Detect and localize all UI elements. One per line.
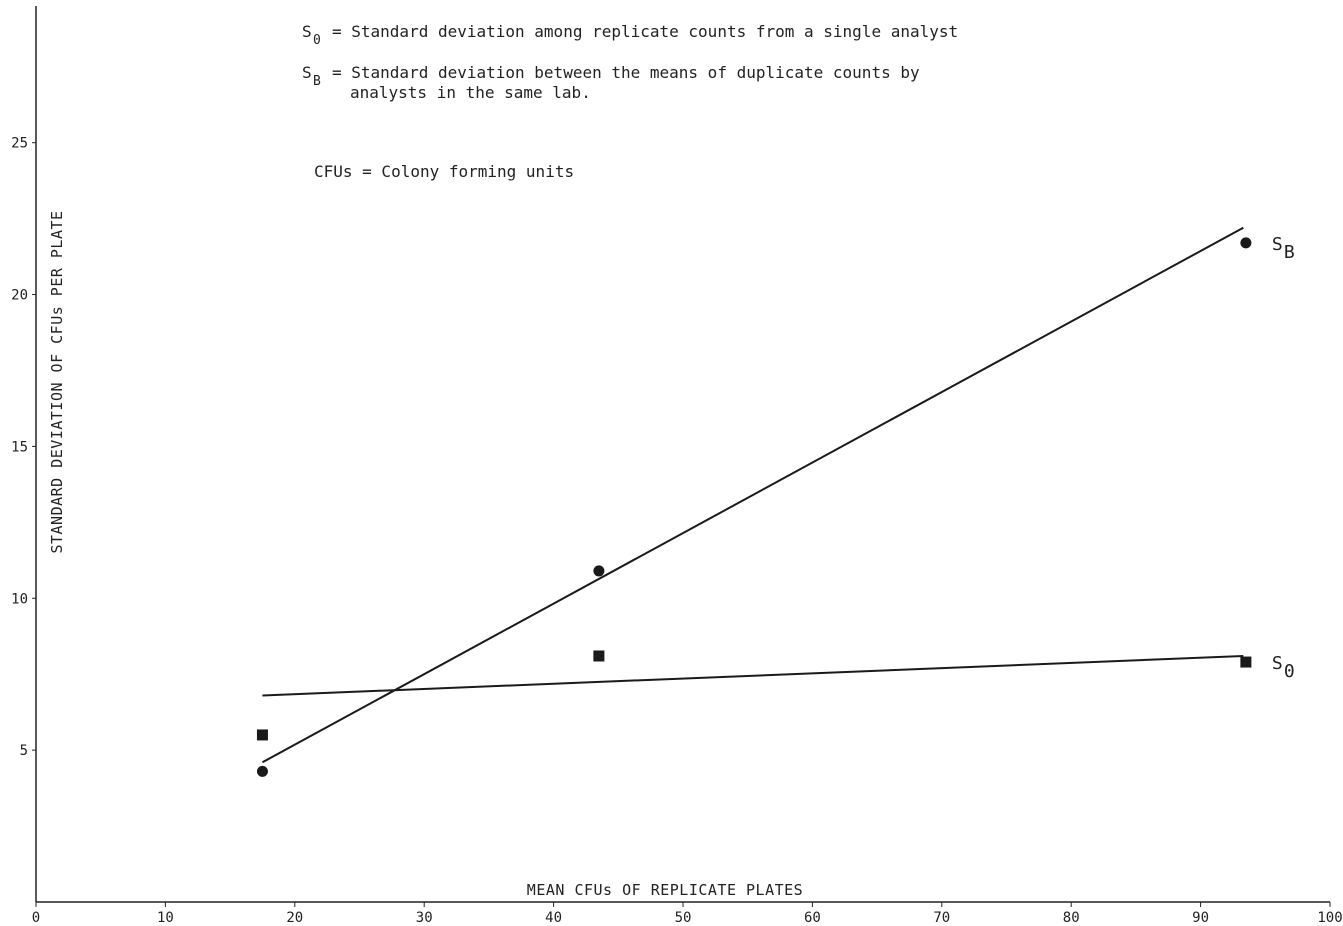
fit-line bbox=[262, 654, 1244, 697]
legend-description: = Standard deviation among replicate cou… bbox=[332, 22, 958, 41]
plot-area: S BS 0 bbox=[256, 226, 1295, 777]
x-tick-label: 100 bbox=[1317, 910, 1342, 926]
x-tick-label: 30 bbox=[416, 910, 433, 926]
axes: 0 10 20 30 40 50 60 70 80 90 100 5 10 15 20 25 bbox=[11, 6, 1343, 926]
x-tick-label: 80 bbox=[1063, 910, 1080, 926]
legend-description: = Standard deviation between the means o… bbox=[332, 63, 920, 82]
legend-text: S 0 = Standard deviation among replicate c… bbox=[302, 22, 958, 181]
x-tick-label: 10 bbox=[157, 910, 174, 926]
y-tick-label: 5 bbox=[20, 743, 28, 759]
x-tick-label: 50 bbox=[675, 910, 692, 926]
y-axis-label: STANDARD DEVIATION OF CFUs PER PLATE bbox=[48, 210, 66, 553]
series-label: S bbox=[1272, 653, 1283, 674]
data-point bbox=[256, 729, 268, 741]
x-axis-label: MEAN CFUs OF REPLICATE PLATES bbox=[527, 881, 803, 899]
data-point bbox=[1240, 237, 1252, 249]
legend-description-continued: analysts in the same lab. bbox=[350, 83, 591, 102]
data-point bbox=[593, 650, 605, 662]
legend-symbol: S bbox=[302, 22, 312, 41]
legend-entry: S B = Standard deviation between the means… bbox=[302, 63, 920, 102]
legend-subscript: 0 bbox=[313, 33, 321, 48]
y-tick-label: 10 bbox=[11, 591, 28, 607]
x-tick-label: 60 bbox=[804, 910, 821, 926]
fit-line bbox=[261, 226, 1244, 764]
data-point bbox=[256, 765, 268, 777]
legend-description: CFUs = Colony forming units bbox=[314, 162, 574, 181]
legend-entry: S 0 = Standard deviation among replicate c… bbox=[302, 22, 958, 48]
data-point bbox=[593, 565, 605, 577]
x-tick-label: 90 bbox=[1192, 910, 1209, 926]
series-label-subscript: B bbox=[1284, 242, 1295, 263]
y-tick-label: 20 bbox=[11, 288, 28, 304]
legend-entry: CFUs = Colony forming units bbox=[314, 162, 574, 181]
y-tick-label: 25 bbox=[11, 136, 28, 152]
series-label: S bbox=[1272, 234, 1283, 255]
x-tick-label: 20 bbox=[286, 910, 303, 926]
y-tick-label: 15 bbox=[11, 439, 28, 455]
legend-subscript: B bbox=[313, 74, 321, 89]
x-tick-label: 0 bbox=[32, 910, 40, 926]
x-tick-label: 70 bbox=[933, 910, 950, 926]
data-point bbox=[1240, 656, 1252, 668]
series-label-subscript: 0 bbox=[1284, 661, 1295, 682]
x-tick-label: 40 bbox=[545, 910, 562, 926]
legend-symbol: S bbox=[302, 63, 312, 82]
